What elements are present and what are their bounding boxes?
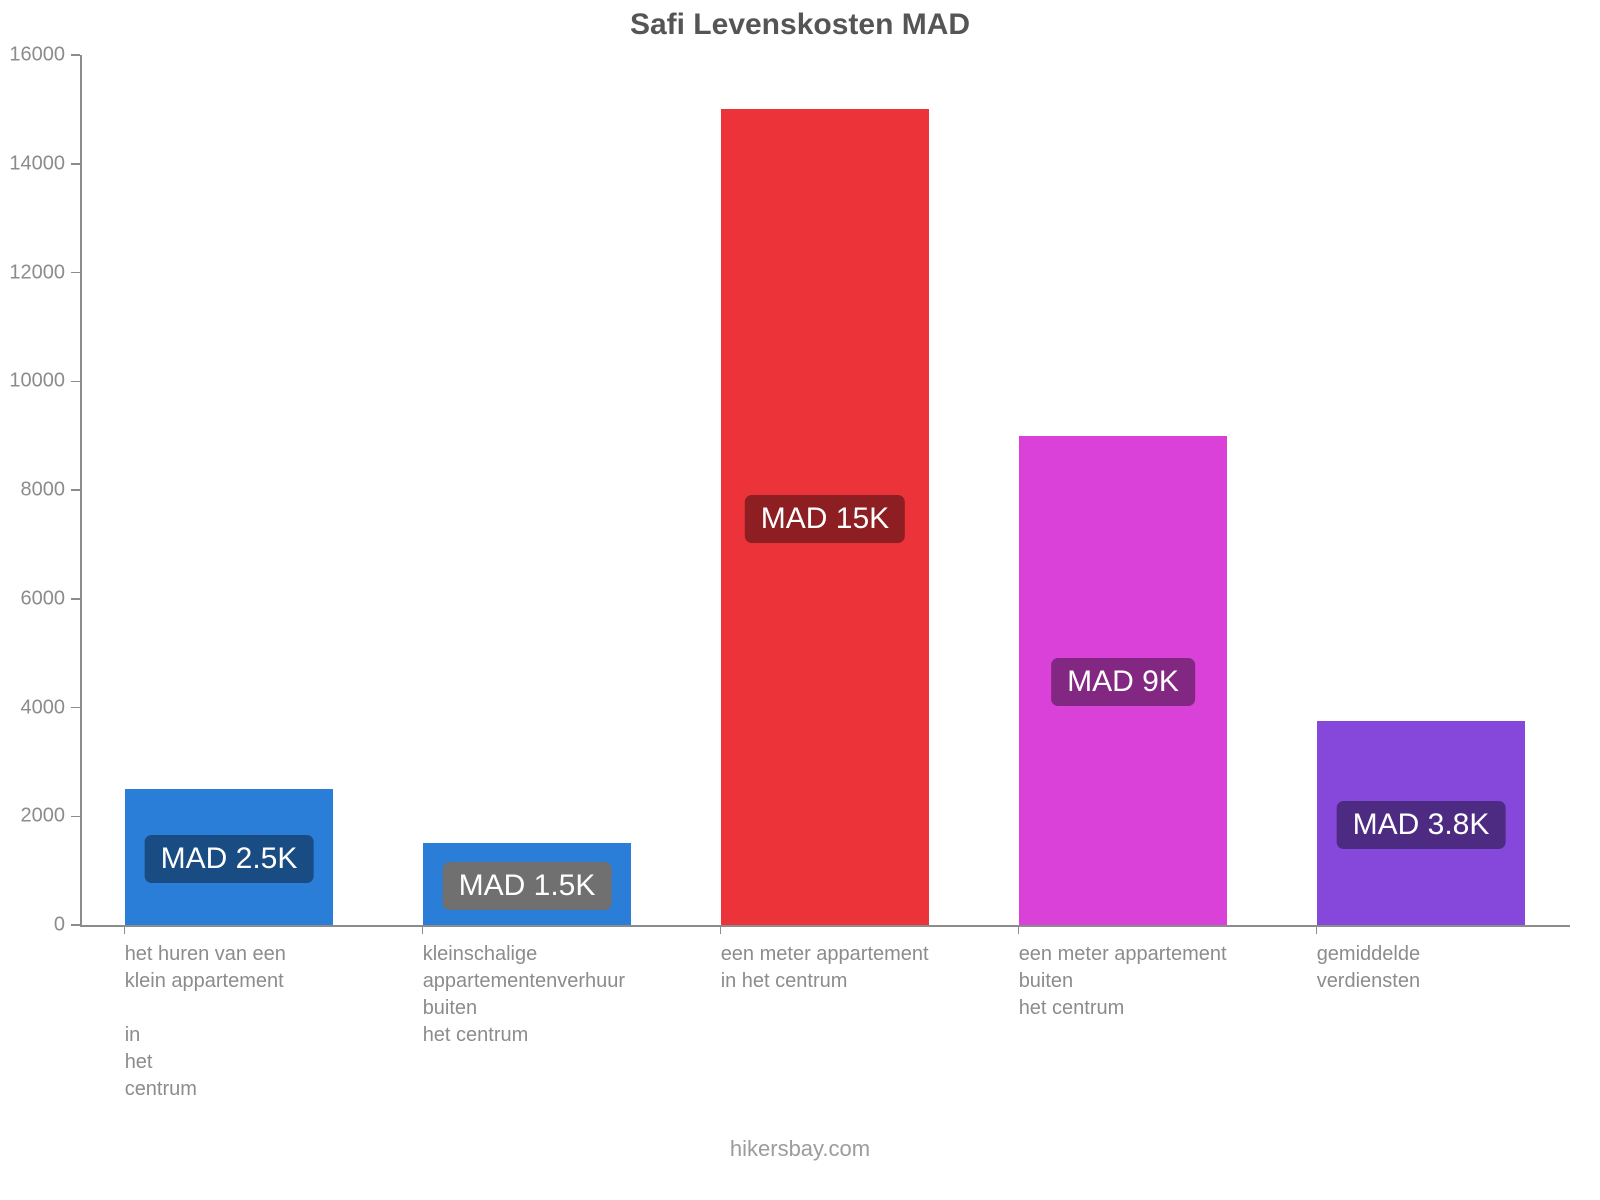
- y-tick-mark: [71, 489, 80, 491]
- y-tick-mark: [71, 924, 80, 926]
- x-tick-label: het huren van een klein appartement in h…: [125, 941, 286, 1103]
- x-tick-label: een meter appartement in het centrum: [721, 941, 929, 995]
- y-tick-mark: [71, 381, 80, 383]
- y-tick-mark: [71, 54, 80, 56]
- y-tick-label: 14000: [0, 152, 65, 175]
- value-badge: MAD 15K: [745, 495, 905, 543]
- y-tick-label: 16000: [0, 44, 65, 67]
- x-tick-label: kleinschalige appartementenverhuur buite…: [423, 941, 625, 1049]
- x-tick-mark: [1018, 925, 1020, 934]
- y-tick-mark: [71, 816, 80, 818]
- value-badge: MAD 9K: [1051, 658, 1195, 706]
- y-tick-label: 2000: [0, 805, 65, 828]
- x-tick-label: gemiddelde verdiensten: [1317, 941, 1420, 995]
- chart-title: Safi Levenskosten MAD: [0, 8, 1600, 42]
- attribution-text: hikersbay.com: [0, 1136, 1600, 1162]
- bar-chart: Safi Levenskosten MAD 020004000600080001…: [0, 0, 1600, 1200]
- value-badge: MAD 2.5K: [145, 835, 314, 883]
- x-axis-line: [80, 925, 1570, 927]
- y-tick-mark: [71, 272, 80, 274]
- x-tick-mark: [1316, 925, 1318, 934]
- x-tick-mark: [720, 925, 722, 934]
- y-tick-mark: [71, 707, 80, 709]
- y-tick-mark: [71, 163, 80, 165]
- y-tick-label: 4000: [0, 696, 65, 719]
- y-tick-label: 6000: [0, 587, 65, 610]
- y-tick-label: 0: [0, 914, 65, 937]
- value-badge: MAD 3.8K: [1337, 801, 1506, 849]
- value-badge: MAD 1.5K: [443, 862, 612, 910]
- plot-area: 0200040006000800010000120001400016000MAD…: [80, 55, 1570, 925]
- x-tick-mark: [124, 925, 126, 934]
- x-tick-label: een meter appartement buiten het centrum: [1019, 941, 1227, 1022]
- y-tick-mark: [71, 598, 80, 600]
- y-tick-label: 12000: [0, 261, 65, 284]
- y-axis-line: [80, 55, 82, 925]
- x-tick-mark: [422, 925, 424, 934]
- y-tick-label: 10000: [0, 370, 65, 393]
- y-tick-label: 8000: [0, 479, 65, 502]
